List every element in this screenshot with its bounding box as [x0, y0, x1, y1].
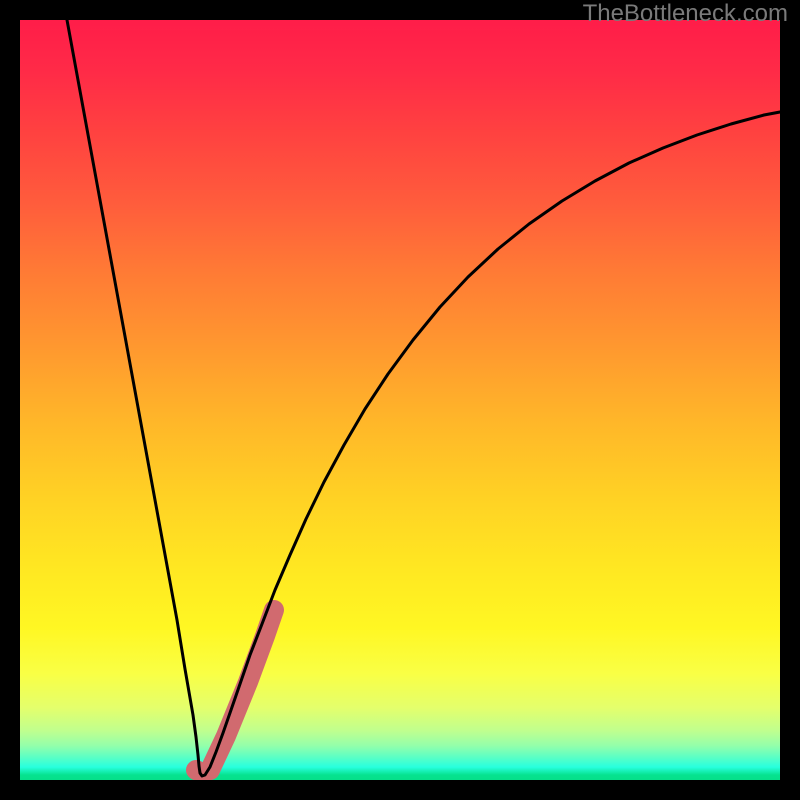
- bottleneck-chart: TheBottleneck.com: [0, 0, 800, 800]
- gradient-background: [20, 20, 780, 780]
